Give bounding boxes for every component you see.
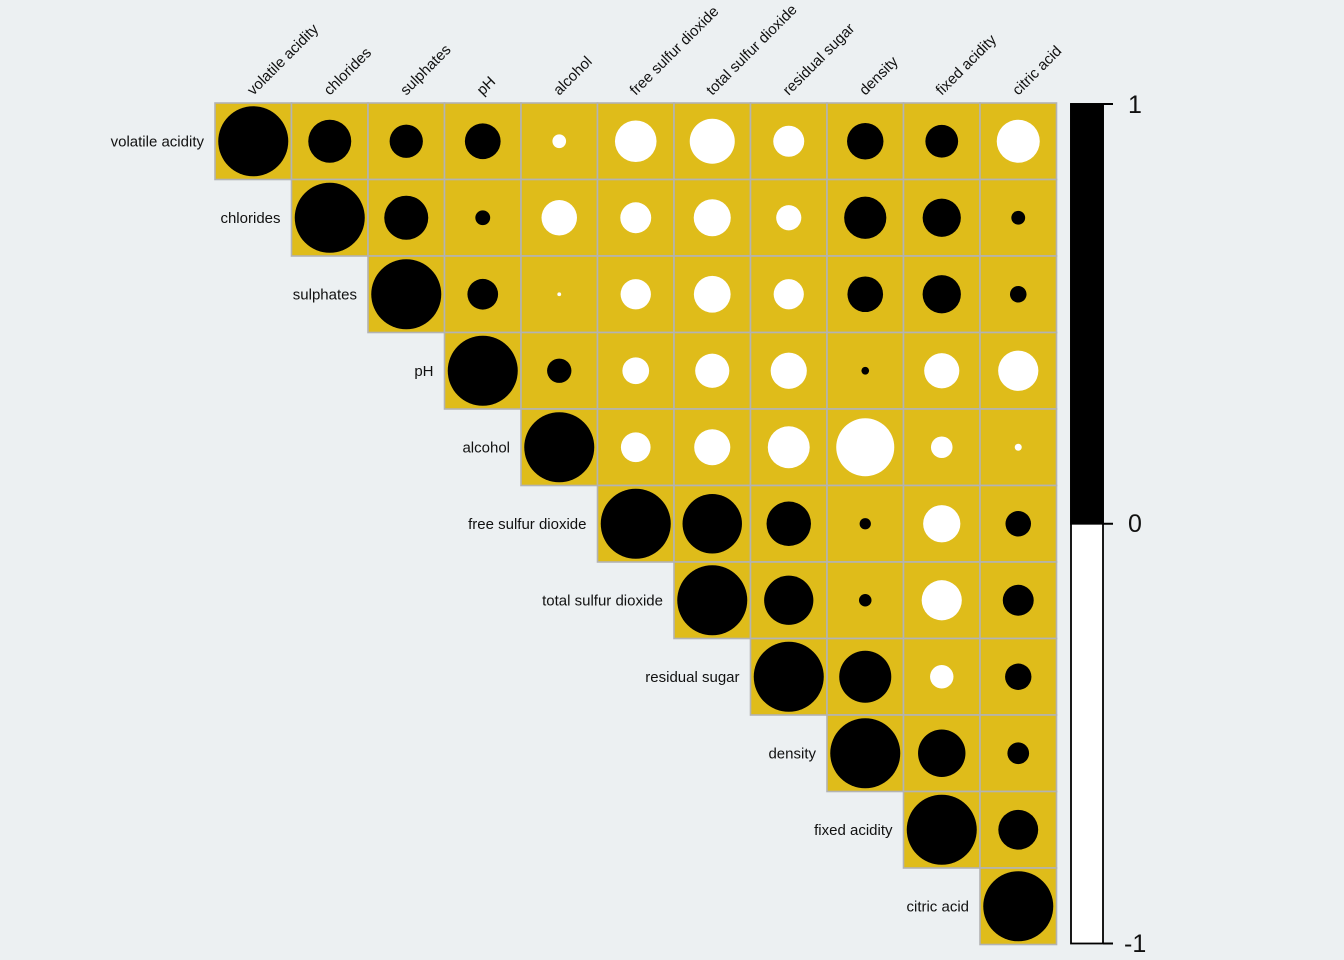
corr-circle [689,118,735,164]
row-label: total sulfur dioxide [542,592,663,609]
corr-circle [1009,285,1027,303]
corr-circle [844,196,887,239]
corr-circle [764,575,814,625]
corr-circle [922,198,961,237]
corr-circle [384,195,429,240]
corr-circle [682,494,742,554]
corr-circle [983,871,1054,942]
row-label: volatile acidity [111,133,205,150]
row-label: citric acid [906,898,969,915]
corr-circle [677,565,748,636]
corr-circle [1007,742,1030,765]
colorbar-positive-segment [1070,103,1104,525]
corr-circle [847,276,884,313]
row-label: density [768,745,816,762]
row-label: sulphates [293,286,357,303]
corr-circle [996,119,1040,163]
corr-circle [861,366,870,375]
colorbar-label-neg1: -1 [1124,930,1146,958]
corr-circle [693,199,731,237]
corr-circle [930,665,954,689]
corr-circle [1005,510,1032,537]
corr-circle [218,106,289,177]
row-labels: volatile acidity chlorides sulphates pH alco… [111,133,969,915]
corr-circle [600,488,671,559]
column-label: sulphates [397,41,454,98]
column-label: volatile acidity [244,20,322,98]
corr-circle [766,501,811,546]
column-label: chlorides [321,44,375,98]
corr-circle [524,412,595,483]
corr-circle [918,729,966,777]
column-label: alcohol [550,53,596,99]
column-label: citric acid [1009,43,1065,99]
column-label: fixed acidity [933,31,1001,99]
corr-circle [773,125,805,157]
corr-circle [475,210,491,226]
colorbar-label-0: 0 [1128,510,1142,538]
corr-circle [773,279,804,310]
row-label: pH [414,363,433,380]
corr-circle [541,200,577,236]
corr-circle [620,202,652,234]
row-label: free sulfur dioxide [468,516,586,533]
corr-circle [839,650,892,703]
corr-circle [371,259,442,330]
colorbar-label-1: 1 [1128,91,1142,119]
corr-circle [998,350,1039,391]
corr-circle [767,426,810,469]
corr-circle [925,124,959,158]
corr-circle [922,275,961,314]
corr-circle [467,278,499,310]
corr-circle [614,120,657,163]
column-label: pH [474,73,500,99]
corr-circle [930,436,953,459]
corr-circle [858,593,872,607]
corr-circle [557,292,562,297]
corr-circle [859,518,871,530]
corr-circle [552,134,567,149]
corr-circle [998,809,1039,850]
corr-circle [770,352,807,389]
row-label: chlorides [220,210,280,227]
row-label: alcohol [462,439,510,456]
corr-circle [694,429,731,466]
corr-circle [294,182,365,253]
corr-circle [620,432,651,463]
corr-circle [464,123,501,160]
corr-cell [749,102,828,181]
corr-circle [622,357,650,385]
corr-circle [921,580,962,621]
matrix-cells [214,102,1058,946]
row-label: fixed acidity [814,822,893,839]
corr-circle [693,275,731,313]
corr-circle [836,418,895,477]
corr-circle [923,505,961,543]
corr-circle [753,641,824,712]
corr-circle [308,119,352,163]
corr-circle [830,718,901,789]
corr-circle [1011,210,1026,225]
colorbar: 1 0 -1 [1070,91,1146,958]
column-label: density [856,53,902,99]
corr-circle [547,358,572,383]
corr-circle [389,124,423,158]
corr-circle [447,335,518,406]
row-label: residual sugar [645,669,739,686]
corr-circle [1014,443,1022,451]
column-label: residual sugar [780,20,859,99]
corr-circle [1002,584,1034,616]
corr-circle [620,279,651,310]
corr-circle [695,353,730,388]
corr-circle [924,353,960,389]
corr-circle [776,205,802,231]
corr-circle [847,123,884,160]
corr-circle [1005,663,1032,690]
corr-circle [906,794,977,865]
corr-cell [443,178,522,257]
